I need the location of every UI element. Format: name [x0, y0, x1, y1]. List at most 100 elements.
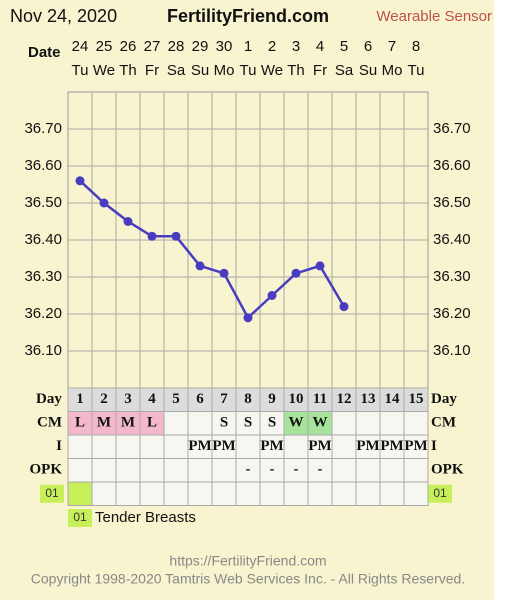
table-cell — [115, 458, 141, 483]
cell-text: W — [289, 415, 304, 431]
legend-code-bg — [68, 509, 92, 527]
cell-text: PM — [260, 438, 283, 454]
cell-text: PM — [188, 438, 211, 454]
date-label: 3 — [292, 38, 300, 55]
cell-text: - — [294, 462, 299, 478]
table-cell — [163, 458, 189, 483]
table-cell — [115, 434, 141, 459]
cell-text: S — [220, 415, 228, 431]
date-label: 29 — [192, 38, 209, 55]
table-cell — [187, 458, 213, 483]
legend-code: 01 — [73, 510, 87, 524]
y-tick-label: 36.40 — [24, 231, 62, 248]
row-label: I — [56, 438, 62, 454]
symptom-cell — [331, 481, 357, 506]
weekday-label: We — [261, 62, 283, 79]
temp-point — [99, 198, 109, 208]
y-tick-label-right: 36.50 — [433, 194, 471, 211]
y-tick-label-right: 36.20 — [433, 305, 471, 322]
temp-point — [243, 313, 253, 323]
day-number: 3 — [124, 391, 132, 407]
symptom-cell — [211, 481, 237, 506]
day-number: 10 — [289, 391, 304, 407]
day-number: 14 — [385, 391, 401, 407]
temp-point — [219, 268, 229, 278]
table-cell — [91, 434, 117, 459]
y-tick-label-right: 36.70 — [433, 120, 471, 137]
symptom-code: 01 — [45, 486, 59, 500]
weekday-label: Th — [119, 62, 137, 79]
weekday-label: Fr — [145, 62, 159, 79]
table-cell — [139, 458, 165, 483]
date-label: 27 — [144, 38, 161, 55]
symptom-cell — [307, 481, 333, 506]
date-label: 1 — [244, 38, 252, 55]
day-number: 2 — [100, 391, 108, 407]
temp-point — [315, 261, 325, 271]
cell-text: PM — [212, 438, 235, 454]
y-tick-label: 36.20 — [24, 305, 62, 322]
symptom-cell — [91, 481, 117, 506]
y-tick-label-right: 36.40 — [433, 231, 471, 248]
y-tick-label: 36.10 — [24, 342, 62, 359]
day-label: Day — [36, 391, 62, 407]
cell-text: S — [244, 415, 252, 431]
legend-text: Tender Breasts — [95, 509, 196, 526]
table-cell — [163, 411, 189, 436]
table-cell — [355, 458, 381, 483]
table-cell — [403, 411, 429, 436]
symptom-code-right: 01 — [433, 486, 447, 500]
date-label: 24 — [72, 38, 89, 55]
table-cell — [331, 434, 357, 459]
weekday-label: Tu — [408, 62, 425, 79]
table-cell — [67, 458, 93, 483]
weekday-label: Fr — [313, 62, 327, 79]
temp-point — [267, 291, 277, 300]
row-label-right: CM — [431, 415, 456, 431]
weekday-label: Sa — [167, 62, 186, 79]
table-cell — [139, 434, 165, 459]
weekday-label: Mo — [382, 62, 403, 79]
cell-text: PM — [308, 438, 331, 454]
weekday-label: Th — [287, 62, 305, 79]
table-cell — [187, 411, 213, 436]
day-number: 5 — [172, 391, 180, 407]
date-label: 2 — [268, 38, 276, 55]
day-number: 8 — [244, 391, 252, 407]
cell-text: L — [75, 415, 85, 431]
date-label: 28 — [168, 38, 185, 55]
y-tick-label-right: 36.10 — [433, 342, 471, 359]
day-number: 6 — [196, 391, 204, 407]
temp-point — [171, 231, 181, 241]
row-label: CM — [37, 415, 62, 431]
y-tick-label-right: 36.30 — [433, 268, 471, 285]
date-label: 30 — [216, 38, 233, 55]
date-label: 8 — [412, 38, 420, 55]
cell-text: M — [121, 415, 135, 431]
weekday-label: Tu — [72, 62, 89, 79]
symptom-cell — [115, 481, 141, 506]
table-cell — [67, 434, 93, 459]
temp-point — [195, 261, 205, 271]
y-tick-label-right: 36.60 — [433, 157, 471, 174]
day-number: 12 — [337, 391, 352, 407]
symptom-cell — [283, 481, 309, 506]
cell-text: PM — [380, 438, 403, 454]
footer-copyright: Copyright 1998-2020 Tamtris Web Services… — [31, 571, 465, 587]
table-cell — [235, 434, 261, 459]
symptom-cell — [235, 481, 261, 506]
cell-text: - — [246, 462, 251, 478]
symptom-code-right-bg — [428, 484, 452, 503]
day-number: 11 — [313, 391, 327, 407]
day-number: 9 — [268, 391, 276, 407]
cell-text: S — [268, 415, 276, 431]
cell-text: M — [97, 415, 111, 431]
cell-text: - — [270, 462, 275, 478]
date-label: 5 — [340, 38, 348, 55]
chart-date: Nov 24, 2020 — [10, 6, 117, 26]
date-label: Date — [28, 44, 61, 61]
weekday-label: Mo — [214, 62, 235, 79]
symptom-cell — [139, 481, 165, 506]
weekday-label: Su — [359, 62, 377, 79]
day-number: 7 — [220, 391, 228, 407]
